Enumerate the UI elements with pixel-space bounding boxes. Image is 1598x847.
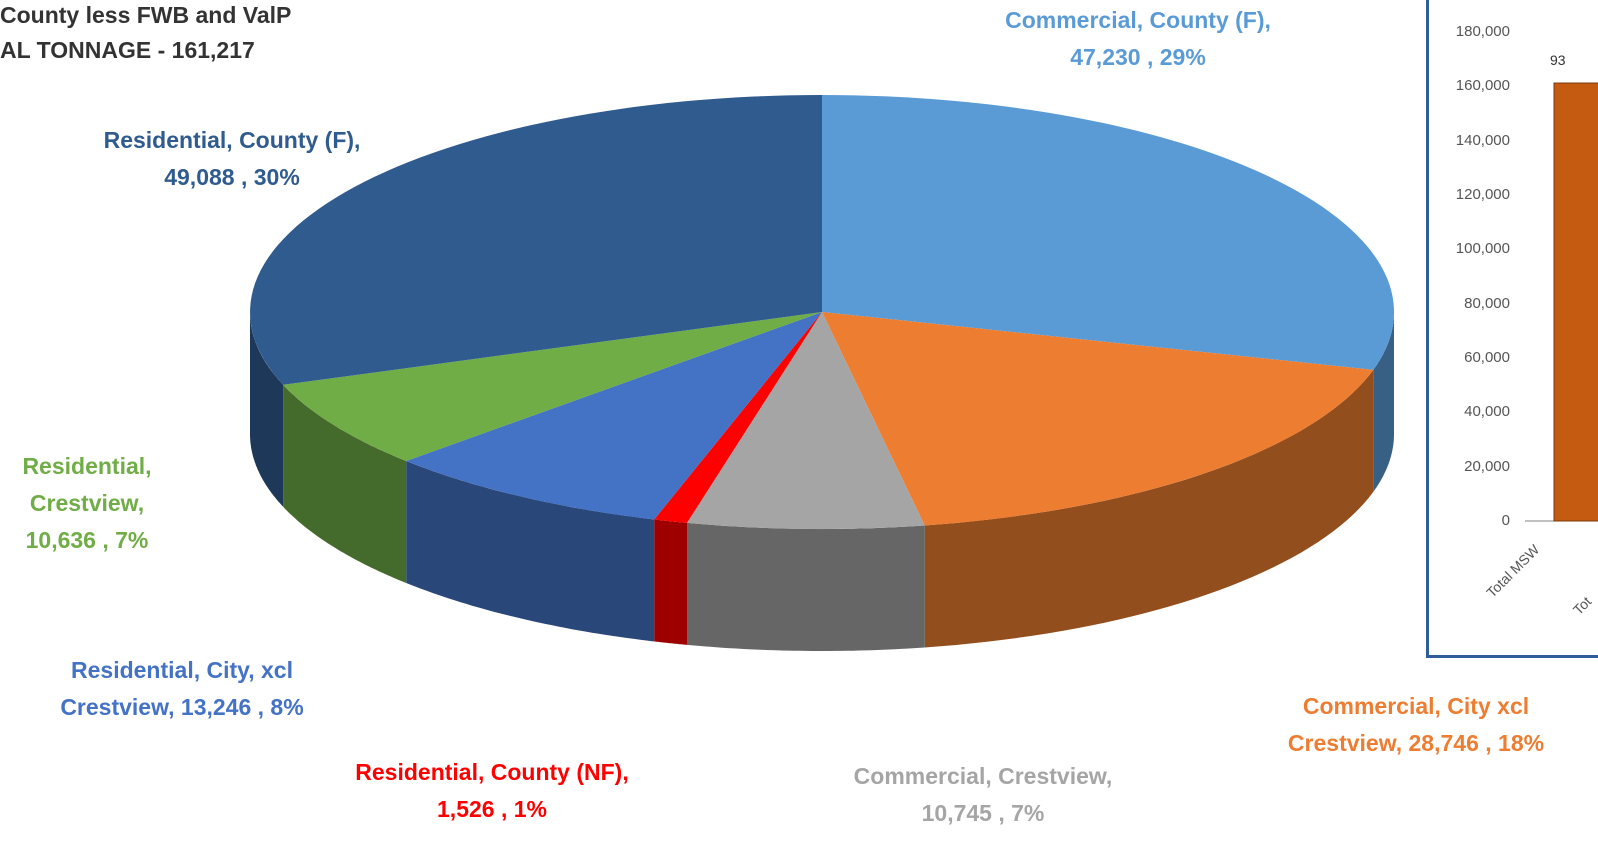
pie-label-commercial-county-f: Commercial, County (F), 47,230 , 29% — [1005, 2, 1271, 76]
pie-label-line: 10,636 , 7% — [25, 527, 149, 553]
pie-label-line: Crestview, 28,746 , 18% — [1287, 730, 1545, 756]
pie-side-commercial-county-f — [1373, 312, 1394, 492]
bar-data-label: 93 — [1550, 52, 1566, 69]
pie-slice-residential-county-nf — [654, 312, 822, 523]
pie-side-residential-city-xcl-crestview — [406, 461, 655, 642]
y-tick-label: 60,000 — [1464, 349, 1510, 366]
chart-title-line-2: AL TONNAGE - 161,217 — [0, 37, 255, 63]
bar-plot-area — [1525, 82, 1598, 522]
pie-label-line: Commercial, Crestview, — [853, 763, 1113, 789]
pie-label-line: Residential, — [22, 453, 152, 479]
y-tick-label: 40,000 — [1464, 403, 1510, 421]
pie-label-residential-city-xcl-crestview: Residential, City, xcl Crestview, 13,246 … — [60, 652, 303, 726]
pie-label-line: 10,745 , 7% — [921, 800, 1045, 826]
pie-top — [250, 95, 1395, 530]
y-tick-label: 0 — [1501, 512, 1510, 529]
bar-0 — [1553, 82, 1598, 522]
pie-slice-commercial-city-xcl-crestview — [822, 312, 1374, 526]
pie-label-line: Crestview, — [29, 490, 145, 516]
pie-slice-commercial-county-f — [822, 95, 1395, 370]
pie-side-residential-county-f — [250, 312, 284, 507]
pie-side-commercial-crestview — [687, 522, 925, 651]
chart-title-line-1: County less FWB and ValP — [0, 2, 292, 28]
pie-label-commercial-crestview: Commercial, Crestview, 10,745 , 7% — [854, 758, 1113, 832]
pie-label-line: Residential, City, xcl — [71, 657, 293, 683]
pie-side-commercial-city-xcl-crestview — [924, 369, 1374, 648]
y-tick-label: 180,000 — [1455, 23, 1510, 40]
pie-slice-residential-county-f — [250, 95, 822, 385]
side-bar-chart: 180,000 160,000 140,000 120,000 100,000 80,00… — [1426, 0, 1598, 658]
pie-slice-commercial-crestview — [687, 312, 925, 530]
pie-label-line: Commercial, County (F), — [1005, 7, 1271, 33]
y-tick-label: 120,000 — [1455, 186, 1510, 203]
pie-label-commercial-city-xcl-crestview: Commercial, City xcl Crestview, 28,746 , … — [1288, 688, 1544, 762]
y-tick-label: 100,000 — [1455, 240, 1510, 258]
y-tick-label: 160,000 — [1455, 77, 1510, 95]
pie-label-residential-crestview: Residential, Crestview, 10,636 , 7% — [22, 448, 151, 559]
y-tick-label: 20,000 — [1464, 457, 1510, 475]
pie-side-residential-crestview — [283, 384, 407, 583]
pie-label-line: 1,526 , 1% — [437, 796, 547, 822]
y-tick-label: 80,000 — [1464, 294, 1510, 312]
pie-label-line: Residential, County (NF), — [355, 759, 629, 785]
pie-slice-residential-city-xcl-crestview — [406, 312, 822, 520]
pie-label-line: Crestview, 13,246 , 8% — [60, 694, 304, 720]
pie-label-line: 49,088 , 30% — [164, 164, 300, 190]
pie-slice-residential-crestview — [283, 312, 822, 461]
pie-label-line: Commercial, City xcl — [1302, 693, 1530, 719]
pie-sides — [250, 312, 1394, 651]
y-tick-label: 140,000 — [1455, 131, 1510, 149]
pie-label-residential-county-f: Residential, County (F), 49,088 , 30% — [104, 122, 361, 196]
pie-side-residential-county-nf — [654, 519, 687, 645]
pie-label-residential-county-nf: Residential, County (NF), 1,526 , 1% — [355, 754, 628, 828]
pie-label-line: 47,230 , 29% — [1070, 44, 1206, 70]
pie-label-line: Residential, County (F), — [103, 127, 361, 153]
